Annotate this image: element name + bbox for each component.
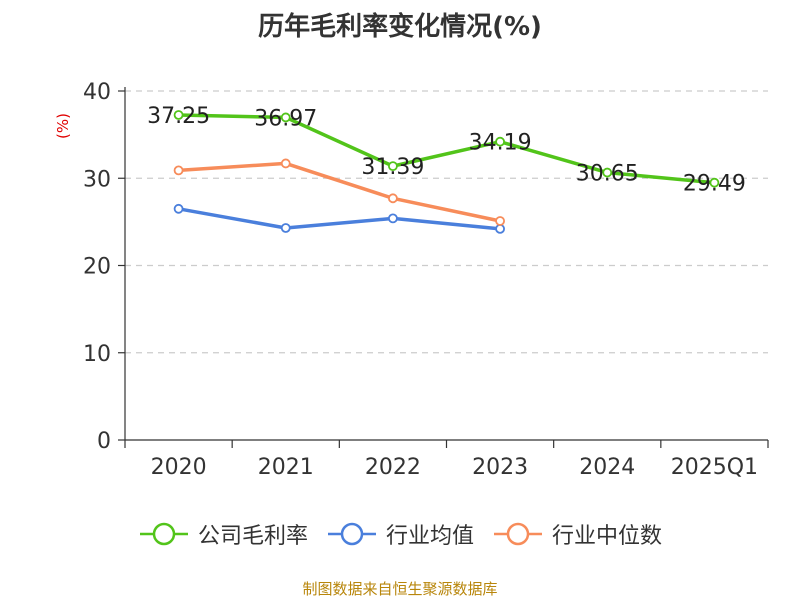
data-point [173,203,184,214]
x-tick-label: 2025Q1 [671,455,758,480]
legend-item[interactable]: 公司毛利率 [138,518,308,550]
chart-title: 历年毛利率变化情况(%) [258,12,542,42]
y-tick-label: 0 [97,429,111,454]
x-tick-label: 2022 [365,455,421,480]
data-label: 31.39 [361,155,424,180]
y-tick-label: 30 [83,167,111,192]
data-point [709,177,720,188]
data-point [173,165,184,176]
data-label: 37.25 [147,104,210,129]
y-tick-label: 10 [83,342,111,367]
x-tick-label: 2023 [472,455,528,480]
data-point [388,161,398,172]
data-point [495,216,505,226]
data-point [173,110,184,120]
data-label: 34.19 [469,131,532,156]
data-label: 36.97 [254,106,317,131]
legend-marker-icon [494,522,542,546]
series-line-1 [178,207,501,231]
data-label: 30.65 [576,162,639,187]
data-label: 29.49 [683,172,746,197]
data-source-note: 制图数据来自恒生聚源数据库 [302,580,498,598]
data-point [280,112,291,123]
data-point [495,136,505,147]
legend-item[interactable]: 行业均值 [326,518,474,550]
legend-label: 行业均值 [385,524,474,549]
series-line-2 [178,161,501,223]
data-point [280,158,291,169]
y-tick-label: 20 [83,255,111,280]
data-point [388,213,398,224]
y-axis-label: (%) [54,113,72,139]
legend-label: 行业中位数 [552,524,663,549]
legend-marker-icon [139,522,188,546]
legend-label: 公司毛利率 [197,524,308,549]
series-line-0 [178,113,715,185]
x-tick-label: 2024 [579,455,635,480]
legend-marker-icon [327,522,376,546]
legend-item[interactable]: 行业中位数 [492,518,662,550]
y-tick-label: 40 [83,80,111,105]
x-tick-label: 2020 [151,455,207,480]
x-tick-label: 2021 [258,455,314,480]
data-point [388,193,398,204]
data-point [495,223,505,234]
data-point [602,167,613,178]
data-point [280,223,291,233]
chart-legend: 公司毛利率 行业均值 行业中位数 [0,518,800,550]
